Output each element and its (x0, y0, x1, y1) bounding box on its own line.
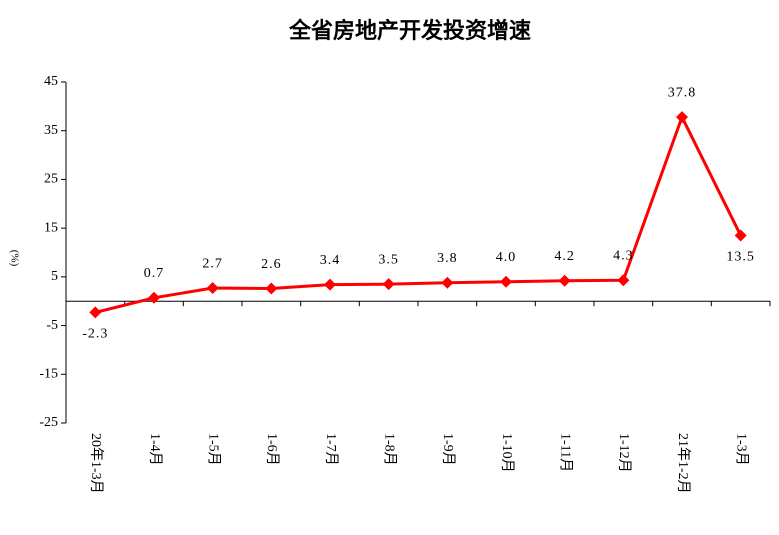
marker (676, 111, 688, 124)
y-tick-label: 5 (51, 269, 58, 284)
data-label: 2.7 (202, 256, 223, 271)
y-tick-label: -15 (39, 367, 58, 382)
data-label: 3.4 (320, 253, 341, 268)
data-label: 4.0 (496, 250, 517, 265)
x-tick-label: 1-8月 (381, 433, 397, 466)
data-label: 2.6 (261, 257, 282, 272)
data-label: 4.2 (554, 249, 575, 264)
marker (265, 282, 278, 295)
chart-title: 全省房地产开发投资增速 (288, 18, 531, 43)
x-tick-label: 1-4月 (147, 433, 163, 466)
marker (206, 282, 219, 295)
x-tick-label: 1-6月 (264, 433, 280, 466)
data-label: 4.3 (613, 248, 634, 263)
data-label: 3.5 (378, 252, 399, 267)
marker (558, 274, 571, 287)
y-tick-label: -5 (46, 318, 58, 333)
marker (89, 306, 102, 319)
data-label: 0.7 (144, 266, 165, 281)
y-tick-label: -25 (39, 415, 58, 430)
y-axis-label: (%) (8, 250, 20, 267)
x-tick-label: 1-10月 (499, 433, 515, 473)
marker (441, 276, 454, 289)
x-tick-label: 21年1-2月 (675, 433, 691, 494)
x-tick-label: 1-11月 (557, 433, 573, 472)
x-tick-label: 1-12月 (616, 433, 632, 473)
x-tick-label: 20年1-3月 (88, 433, 104, 494)
marker (324, 278, 336, 291)
y-tick-label: 35 (44, 123, 58, 138)
line (94, 113, 743, 314)
marker (500, 275, 512, 288)
x-tick-label: 1-9月 (440, 433, 456, 466)
data-label: 37.8 (668, 85, 697, 100)
marker (382, 278, 395, 291)
x-tick-label: 1-7月 (323, 433, 339, 466)
data-label: 3.8 (437, 251, 458, 266)
y-tick-label: 25 (44, 172, 58, 187)
marker (617, 274, 630, 287)
marker (734, 229, 747, 242)
x-tick-label: 1-3月 (733, 433, 749, 466)
y-tick-label: 45 (44, 74, 58, 89)
y-tick-label: 15 (44, 220, 58, 235)
x-tick-label: 1-5月 (205, 433, 221, 466)
data-label: 13.5 (726, 250, 755, 265)
marker (148, 291, 160, 304)
data-label: -2.3 (82, 327, 108, 342)
